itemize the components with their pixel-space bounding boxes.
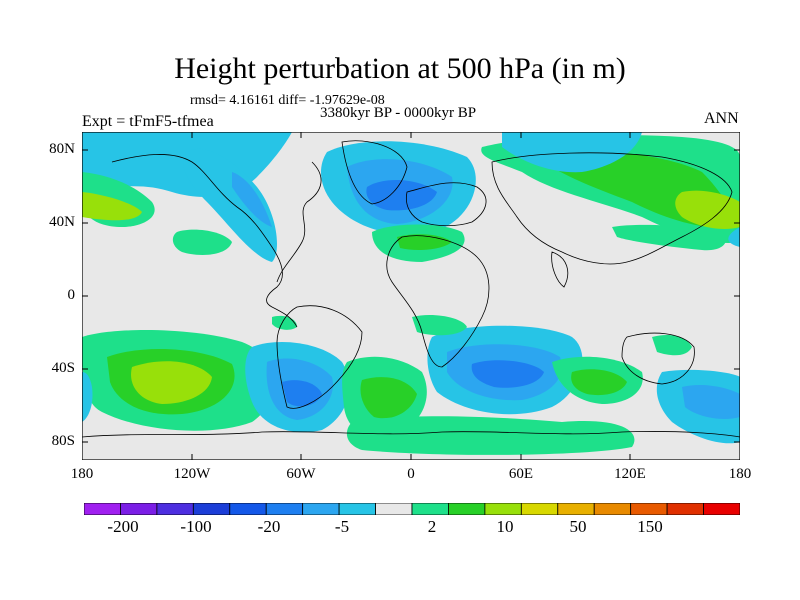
- colorbar-label: 150: [637, 517, 663, 536]
- colorbar-swatch: [411, 503, 449, 515]
- colorbar-swatch: [630, 503, 668, 515]
- colorbar: [84, 503, 740, 515]
- coast-north-america-east: [276, 161, 322, 283]
- lon-label-180e: 180: [728, 466, 752, 482]
- coast-india: [551, 251, 569, 288]
- colorbar-swatch: [229, 503, 267, 515]
- lon-label-60e: 60E: [508, 466, 534, 482]
- colorbar-swatch: [84, 503, 121, 515]
- time-period: 3380kyr BP - 0000kyr BP: [320, 105, 477, 121]
- contour-arctic-blue: [502, 132, 642, 173]
- contour-tasman-green: [652, 335, 692, 356]
- colorbar-label: -100: [180, 517, 212, 536]
- coast-antarctica: [82, 431, 740, 438]
- coast-asia: [491, 152, 733, 265]
- lon-label-60w: 60W: [286, 466, 316, 482]
- lat-label-80n: 80N: [49, 141, 75, 157]
- coast-greenland: [341, 140, 408, 205]
- lon-label-120e: 120E: [614, 466, 646, 482]
- colorbar-swatch: [593, 503, 632, 515]
- colorbar-swatch: [666, 503, 704, 515]
- lon-label-0: 0: [407, 466, 415, 482]
- colorbar-swatch: [302, 503, 340, 515]
- map-ticks: [82, 132, 740, 460]
- contour-atlantic-green: [172, 229, 232, 255]
- colorbar-swatch: [265, 503, 304, 515]
- colorbar-swatch: [557, 503, 595, 515]
- plot-title: Height perturbation at 500 hPa (in m): [174, 52, 626, 85]
- coast-australia: [621, 332, 695, 385]
- colorbar-swatch: [484, 503, 522, 515]
- lon-label-180w: 180: [70, 466, 94, 482]
- contour-pacific-yellow: [675, 190, 740, 229]
- contour-equatorial-green: [272, 315, 297, 330]
- season-label: ANN: [704, 110, 739, 127]
- colorbar-label: -5: [334, 517, 350, 536]
- contour-southern-indian-green: [346, 416, 635, 455]
- colorbar-swatch: [120, 503, 158, 515]
- colorbar-label: 50: [569, 517, 587, 536]
- lat-label-40s: 40S: [51, 360, 75, 376]
- colorbar-swatch: [156, 503, 194, 515]
- contour-asia-green: [612, 224, 726, 251]
- coast-africa: [386, 235, 490, 368]
- experiment-label: Expt = tFmF5-tfmea: [82, 113, 214, 130]
- lat-label-80s: 80S: [51, 433, 75, 449]
- colorbar-label: 2: [427, 517, 437, 536]
- colorbar-swatch: [703, 503, 740, 515]
- lat-label-equator: 0: [67, 287, 76, 303]
- contour-south-pacific-east-blue-core: [682, 384, 740, 419]
- contour-south-america-blue-core: [282, 380, 322, 407]
- rmsd-diff-stats: rmsd= 4.16161 diff= -1.97629e-08: [190, 93, 385, 108]
- colorbar-label: -200: [107, 517, 139, 536]
- contour-canada-blue: [183, 148, 277, 262]
- contour-nw-pacific-yellow: [82, 192, 142, 221]
- lon-label-120w: 120W: [173, 466, 211, 482]
- contour-equatorial-atlantic-green: [412, 315, 467, 336]
- colorbar-swatch: [375, 503, 413, 515]
- contour-south-atlantic-lime: [360, 377, 417, 419]
- colorbar-label: 10: [496, 517, 514, 536]
- contour-western-edge-blue: [82, 372, 93, 422]
- contour-indian-ocean-blue-core: [471, 360, 544, 388]
- contour-canada-blue-core: [232, 172, 272, 227]
- contour-eastern-pacific-blue: [728, 227, 740, 247]
- coastlines: [82, 140, 740, 438]
- contour-south-pacific-yellow: [131, 361, 212, 404]
- coast-north-america: [111, 154, 298, 328]
- colorbar-label: -20: [257, 517, 281, 536]
- colorbar-swatch: [338, 503, 376, 515]
- colorbar-swatch: [520, 503, 559, 515]
- coast-south-america: [276, 305, 363, 409]
- lat-label-40n: 40N: [49, 214, 75, 230]
- contour-south-australia-lime: [571, 369, 627, 396]
- map-panel: [82, 132, 740, 460]
- coast-europe: [405, 182, 487, 227]
- colorbar-swatch: [192, 503, 231, 515]
- contour-greenland-blue-core: [366, 180, 437, 211]
- colorbar-swatch: [448, 503, 486, 515]
